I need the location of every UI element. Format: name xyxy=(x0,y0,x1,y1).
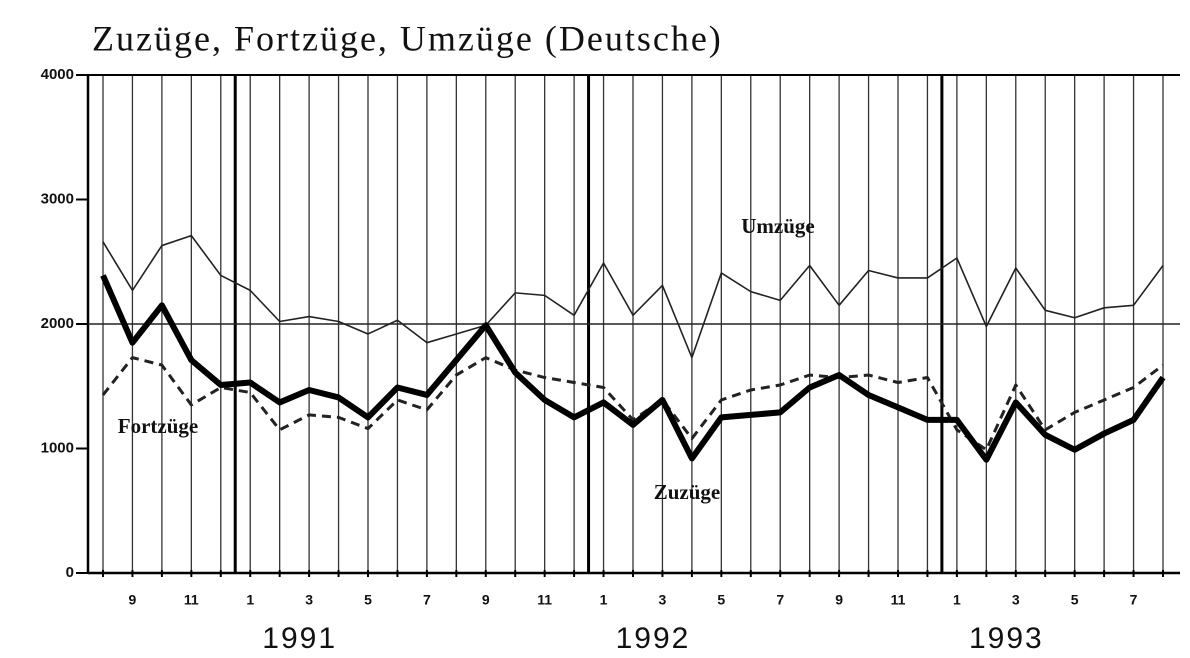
x-tick-label: 3 xyxy=(305,592,313,608)
series-line xyxy=(101,356,1164,452)
year-label: 1993 xyxy=(969,622,1044,655)
x-tick-label: 7 xyxy=(776,592,784,608)
x-tick-label: 1 xyxy=(246,592,254,608)
series-line xyxy=(100,274,1166,463)
year-label: 1991 xyxy=(262,622,337,655)
x-tick-label: 5 xyxy=(364,592,372,608)
chart-title: Zuzüge, Fortzüge, Umzüge (Deutsche) xyxy=(92,18,723,58)
x-tick-label: 9 xyxy=(482,592,490,608)
y-tick-label: 1000 xyxy=(41,439,74,456)
x-tick-label: 11 xyxy=(184,592,199,608)
x-tick-label: 9 xyxy=(835,592,843,608)
x-tick-label: 1 xyxy=(600,592,608,608)
y-tick-label: 4000 xyxy=(41,66,74,83)
y-tick-label: 3000 xyxy=(41,190,74,207)
x-tick-label: 5 xyxy=(717,592,725,608)
x-tick-label: 3 xyxy=(659,592,667,608)
x-tick-label: 1 xyxy=(953,592,961,608)
x-tick-label: 11 xyxy=(891,592,906,608)
series-label: Zuzüge xyxy=(654,480,721,504)
x-tick-label: 7 xyxy=(423,592,431,608)
series-label: Fortzüge xyxy=(118,414,198,438)
x-tick-label: 3 xyxy=(1012,592,1020,608)
y-tick-label: 2000 xyxy=(41,315,74,332)
series-line xyxy=(102,234,1164,359)
year-label: 1992 xyxy=(616,622,691,655)
x-tick-label: 11 xyxy=(537,592,552,608)
x-tick-label: 5 xyxy=(1071,592,1079,608)
x-tick-label: 9 xyxy=(129,592,137,608)
x-tick-label: 7 xyxy=(1130,592,1138,608)
y-tick-label: 0 xyxy=(66,564,74,581)
series-label: Umzüge xyxy=(741,214,814,238)
